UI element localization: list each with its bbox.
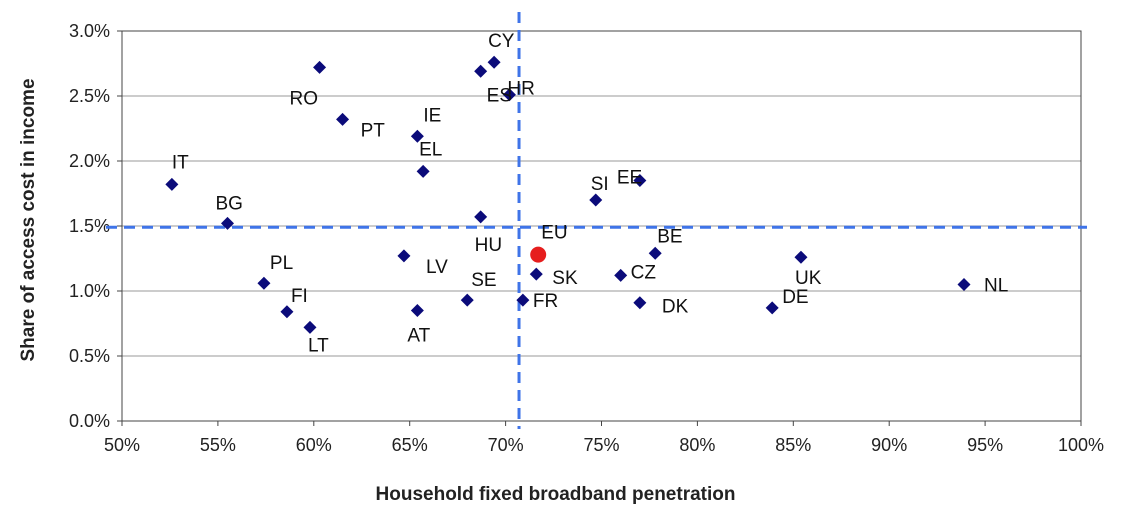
point-label-bg: BG (215, 193, 242, 214)
point-label-pl: PL (270, 253, 293, 274)
data-point-pt (336, 112, 350, 126)
point-label-el: EL (419, 139, 442, 160)
y-axis-title: Share of access cost in income (18, 78, 39, 361)
point-label-ro: RO (290, 88, 319, 109)
y-tick-label: 0.5% (69, 346, 110, 366)
point-label-lv: LV (426, 257, 448, 278)
point-label-at: AT (407, 326, 430, 347)
data-point-lv (397, 249, 411, 263)
point-label-uk: UK (795, 268, 822, 289)
data-point-es (474, 64, 488, 78)
data-points (165, 55, 971, 334)
x-tick-label: 90% (871, 435, 907, 455)
point-label-nl: NL (984, 276, 1008, 297)
data-point-be (648, 246, 662, 260)
data-point-lt (303, 320, 317, 334)
point-label-sk: SK (552, 268, 578, 289)
x-tick-label: 50% (104, 435, 140, 455)
data-point-fi (280, 305, 294, 319)
x-tick-label: 70% (488, 435, 524, 455)
data-point-nl (957, 278, 971, 291)
y-tick-label: 1.0% (69, 281, 110, 301)
data-point-uk (794, 250, 808, 264)
x-tick-label: 95% (967, 435, 1003, 455)
data-point-ie (410, 129, 424, 143)
x-tick-label: 65% (392, 435, 428, 455)
y-tick-label: 2.5% (69, 86, 110, 106)
data-point-bg (220, 216, 234, 230)
point-label-hu: HU (475, 235, 502, 256)
data-point-it (165, 177, 179, 191)
x-axis-ticks: 50% 55% 60% 65% 70% 75% 80% 85% 90% 95% 100% (104, 421, 1104, 455)
point-label-se: SE (471, 270, 496, 291)
y-tick-label: 0.0% (69, 411, 110, 431)
x-axis-title: Household fixed broadband penetration (376, 484, 736, 505)
point-label-cy: CY (488, 31, 515, 52)
point-label-si: SI (591, 174, 609, 195)
point-label-it: IT (172, 152, 189, 173)
x-tick-label: 100% (1058, 435, 1104, 455)
point-label-eu: EU (541, 223, 567, 244)
data-point-el (416, 164, 430, 178)
point-label-es: ES (487, 85, 512, 106)
point-label-ee: EE (617, 168, 642, 189)
point-label-dk: DK (662, 297, 689, 318)
point-label-pt: PT (361, 120, 386, 141)
x-tick-label: 55% (200, 435, 236, 455)
data-point-de (765, 301, 779, 315)
data-point-cz (614, 268, 628, 282)
point-label-hr: HR (507, 79, 534, 100)
x-tick-label: 85% (775, 435, 811, 455)
x-tick-label: 75% (583, 435, 619, 455)
y-tick-label: 3.0% (69, 21, 110, 41)
data-point-si (589, 193, 603, 207)
point-label-cz: CZ (631, 262, 657, 283)
data-point-eu (530, 246, 547, 263)
data-point-hr (502, 88, 516, 102)
data-point-pl (257, 276, 271, 290)
point-label-de: DE (782, 287, 808, 308)
data-point-dk (633, 296, 647, 310)
point-label-fr: FR (533, 291, 558, 312)
y-tick-label: 2.0% (69, 151, 110, 171)
data-point-cy (487, 55, 501, 69)
x-tick-label: 60% (296, 435, 332, 455)
point-label-ie: IE (423, 105, 441, 126)
y-axis-ticks: 0.0% 0.5% 1.0% 1.5% 2.0% 2.5% 3.0% (69, 21, 122, 431)
reference-lines (106, 12, 1087, 429)
data-point-sk (529, 267, 543, 281)
point-label-lt: LT (308, 335, 329, 356)
y-tick-label: 1.5% (69, 216, 110, 236)
data-point-ee (633, 174, 647, 187)
x-tick-label: 80% (679, 435, 715, 455)
data-point-hu (474, 210, 488, 224)
data-point-se (460, 293, 474, 307)
point-label-be: BE (657, 226, 682, 247)
data-point-at (410, 304, 424, 317)
data-point-ro (313, 60, 327, 74)
data-point-fr (516, 293, 530, 307)
point-label-fi: FI (291, 286, 308, 307)
